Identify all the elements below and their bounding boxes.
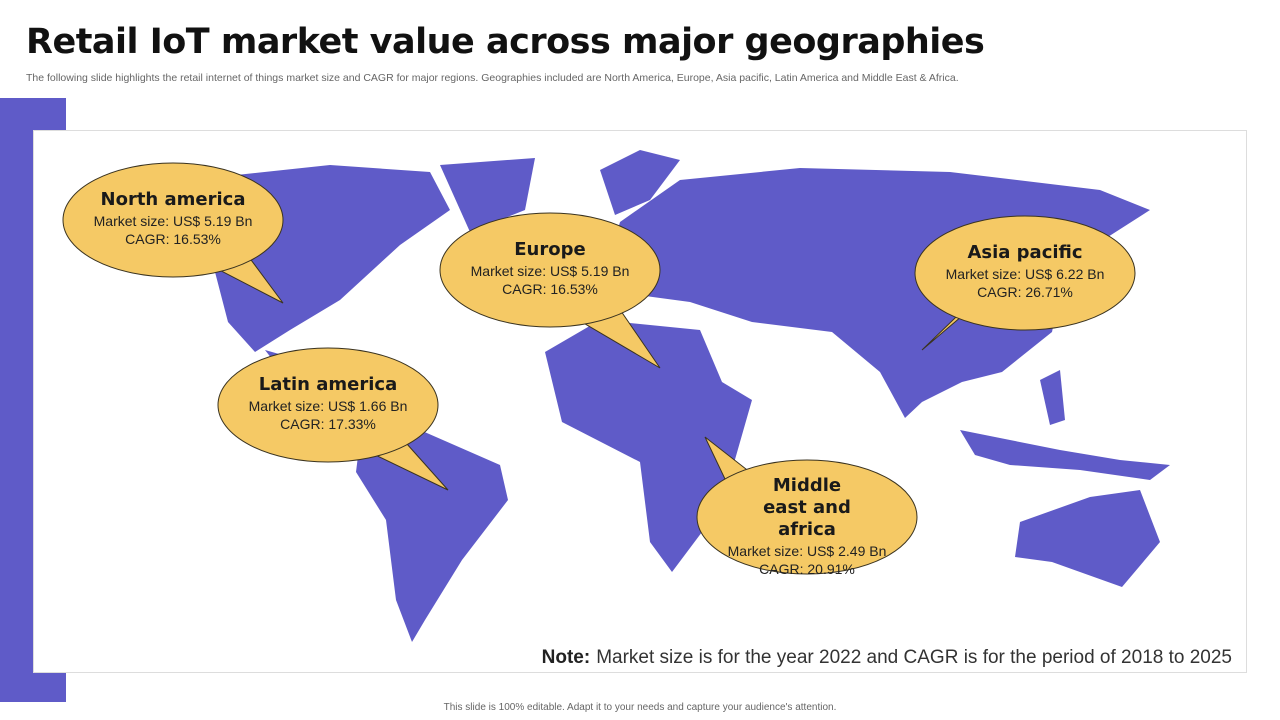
callout: Latin america Market size: US$ 1.66 Bn CAG… <box>228 374 428 433</box>
callout-region: Latin america <box>258 374 398 395</box>
callout: Middle east and africa Market size: US$ 2… <box>707 475 907 578</box>
note-text: Market size is for the year 2022 and CAG… <box>596 647 1232 668</box>
callout-market-size: Market size: US$ 1.66 Bn <box>248 398 408 414</box>
callout-cagr: CAGR: 16.53% <box>502 281 598 297</box>
note-label: Note: <box>541 647 591 668</box>
footer: This slide is 100% editable. Adapt it to… <box>443 702 837 713</box>
callout-market-size: Market size: US$ 5.19 Bn <box>470 263 630 279</box>
callout-bubble <box>217 347 439 463</box>
callout-region: Asia pacific <box>967 242 1083 263</box>
callout-cagr: CAGR: 16.53% <box>125 231 221 247</box>
note: Note: Market size is for the year 2022 an… <box>542 647 1232 669</box>
callout-region: Europe <box>514 239 586 260</box>
title: Retail IoT market value across major geo… <box>26 22 985 62</box>
callout-bubble <box>696 459 918 575</box>
callout-region: North america <box>100 189 246 210</box>
callout-bubble <box>439 212 661 328</box>
callout-bubble <box>914 215 1136 331</box>
callout-cagr: CAGR: 26.71% <box>977 284 1073 300</box>
callout-region: Middle east and africa <box>763 475 851 540</box>
callout-cagr: CAGR: 17.33% <box>280 416 376 432</box>
callout-market-size: Market size: US$ 5.19 Bn <box>93 213 253 229</box>
callout-cagr: CAGR: 20.91% <box>759 561 855 577</box>
subtitle: The following slide highlights the retai… <box>26 72 959 84</box>
callout: North america Market size: US$ 5.19 Bn CAG… <box>73 189 273 248</box>
callout-market-size: Market size: US$ 2.49 Bn <box>727 543 887 559</box>
callout-shapes <box>62 162 1136 575</box>
callout: Europe Market size: US$ 5.19 Bn CAGR: 16.5… <box>450 239 650 298</box>
callout-bubble <box>62 162 284 278</box>
callout-market-size: Market size: US$ 6.22 Bn <box>945 266 1105 282</box>
callout: Asia pacific Market size: US$ 6.22 Bn CAGR… <box>925 242 1125 301</box>
